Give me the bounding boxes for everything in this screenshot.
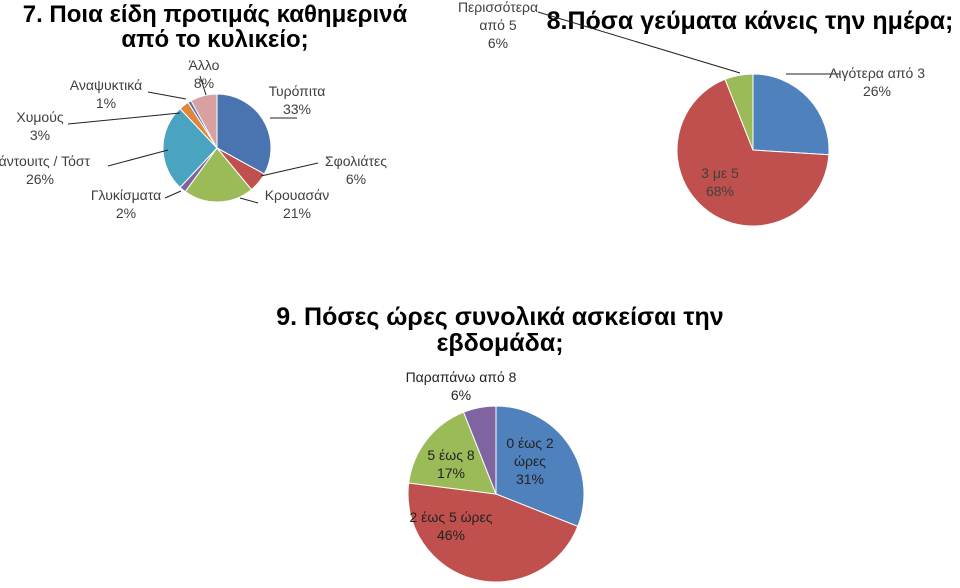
- pie2-leader-3: [537, 11, 741, 74]
- pie2-label-3: Περισσότερα από 5 6%: [458, 0, 538, 51]
- pie-chart-3: 0 έως 2 ώρες 31% 2 έως 5 ώρες 46% 5 έως 8 17% Π…: [406, 369, 585, 583]
- pie3-label-1: 0 έως 2 ώρες 31%: [506, 435, 553, 487]
- pie1-leader-4: [164, 190, 182, 199]
- pie1-leader-7: [147, 91, 187, 100]
- pie2-slice-3: [724, 73, 754, 151]
- pie2-slice-2: [676, 78, 830, 227]
- pie3-label-3: 5 έως 8 17%: [427, 447, 474, 481]
- pie1-label-8: Άλλο 8%: [189, 57, 220, 91]
- pie2-slice-1: [752, 73, 830, 156]
- pie3-label-4: Παραπάνω από 8 6%: [406, 369, 517, 403]
- pie1-label-7: Αναψυκτικά 1%: [70, 77, 142, 111]
- pie3-slice-2: [407, 482, 579, 583]
- pie3-slice-1: [495, 405, 585, 528]
- pie1-slice-8: [190, 93, 218, 149]
- pie1-label-6: Χυμούς 3%: [16, 109, 64, 143]
- pie3-slice-4: [462, 405, 497, 495]
- pie2-label-2: 3 με 5 68%: [701, 165, 739, 199]
- pie2-label-1: Λιγότερα από 3 26%: [829, 65, 925, 99]
- pie1-leader-3: [239, 197, 259, 204]
- chart2-title: 8.Πόσα γεύματα κάνεις την ημέρα;: [546, 7, 954, 35]
- pie-chart-2: Λιγότερα από 3 26% 3 με 5 68% Περισσότερα από…: [458, 0, 925, 227]
- pie1-leader-6: [67, 112, 181, 125]
- pie-chart-1: Τυρόπιτα 33% Σφολιάτες 6%Κρουασάν 21% Γλυκίσμ…: [0, 57, 387, 221]
- pie3-label-2: 2 έως 5 ώρες 46%: [409, 509, 492, 543]
- pie1-label-1: Τυρόπιτα 33%: [269, 83, 326, 117]
- chart3-title: 9. Πόσες ώρες συνολικά ασκείσαι την εβδο…: [276, 303, 724, 358]
- pie3-slice-3: [408, 411, 497, 495]
- pie1-slice-1: [216, 93, 272, 175]
- pie1-leader-5: [107, 149, 169, 167]
- pie1-leader-8: [199, 75, 207, 96]
- pie1-slice-3: [184, 147, 253, 203]
- pie1-label-4: Γλυκίσματα 2%: [91, 187, 161, 221]
- pie1-label-3: Κρουασάν 21%: [265, 187, 330, 221]
- pie1-label-2: Σφολιάτες 6%: [325, 153, 387, 187]
- chart1-title: 7. Ποια είδη προτιμάς καθημερινά από το …: [22, 1, 408, 54]
- pie1-leader-2: [260, 162, 319, 177]
